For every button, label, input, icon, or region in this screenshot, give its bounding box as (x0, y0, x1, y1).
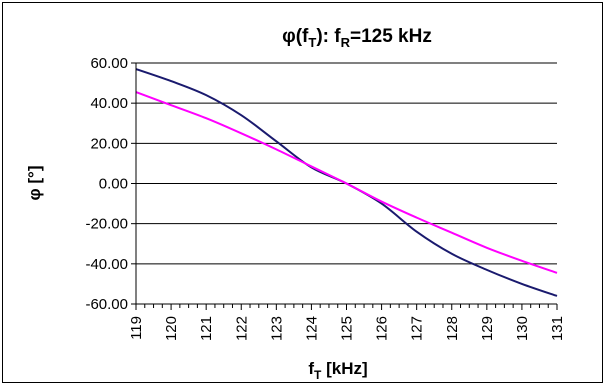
y-tick-labels: 60.00 40.00 20.00 0.00 -20.00 -40.00 -60.00 (85, 55, 128, 313)
x-tick-label: 123 (268, 316, 285, 341)
x-tick-label: 122 (233, 316, 250, 341)
y-tick-label: -60.00 (85, 296, 128, 313)
x-tick-label: 129 (479, 316, 496, 341)
x-tick-marks (135, 304, 558, 310)
y-tick-label: 20.00 (90, 135, 128, 152)
y-tick-label: 60.00 (90, 55, 128, 72)
x-tick-label: 121 (198, 316, 215, 341)
x-tick-label: 131 (549, 316, 566, 341)
x-tick-label: 126 (374, 316, 391, 341)
chart-title: φ(fT): fR=125 kHz (282, 26, 432, 50)
x-tick-label: 130 (514, 316, 531, 341)
x-tick-label: 128 (444, 316, 461, 341)
x-tick-label: 120 (163, 316, 180, 341)
y-axis-title: φ [°] (25, 165, 44, 200)
series-lines (135, 68, 558, 297)
y-tick-label: -20.00 (85, 216, 128, 233)
x-tick-label: 127 (409, 316, 426, 341)
x-tick-labels: 119 120 121 122 123 124 125 126 127 128 129 130 131 (128, 316, 566, 341)
x-tick-label: 124 (303, 316, 320, 341)
y-tick-label: 40.00 (90, 95, 128, 112)
series-line-2 (135, 91, 558, 274)
x-tick-label: 125 (339, 316, 356, 341)
y-tick-label: -40.00 (85, 256, 128, 273)
x-axis-title: fT [kHz] (308, 359, 367, 382)
x-tick-label: 119 (128, 316, 145, 340)
y-tick-label: 0.00 (99, 176, 128, 193)
